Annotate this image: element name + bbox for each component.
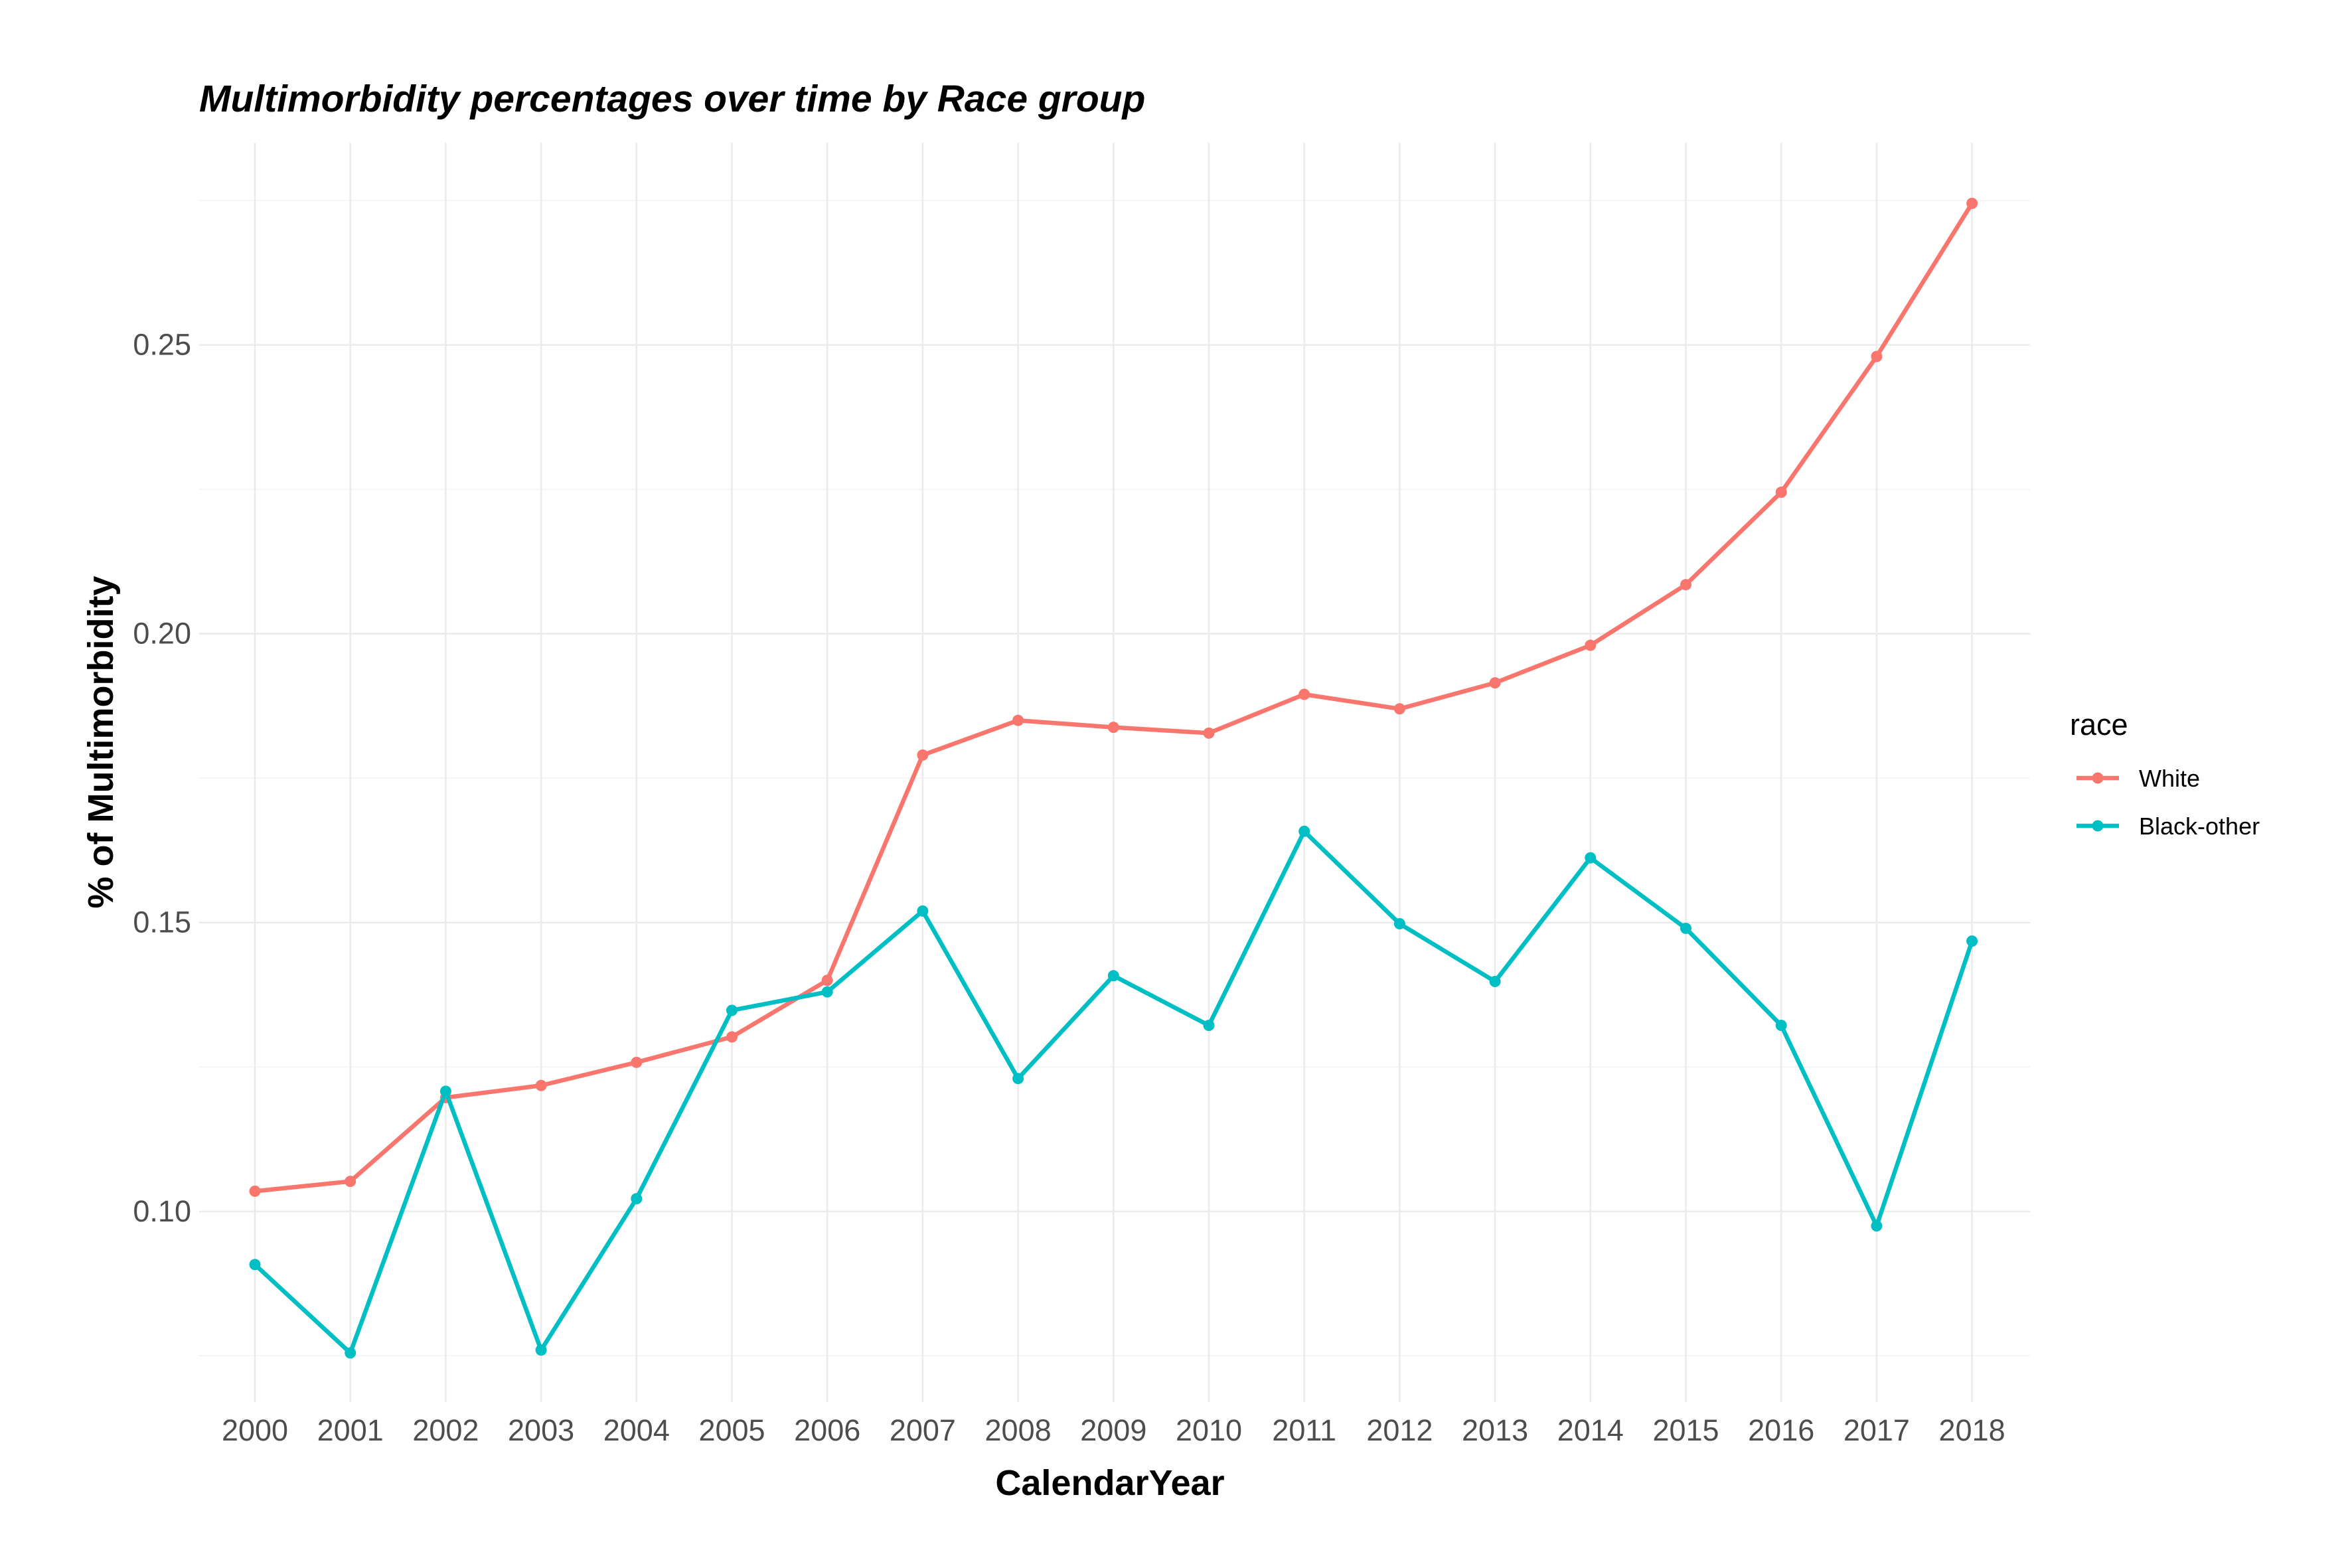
- x-tick-label: 2018: [1939, 1413, 2005, 1447]
- data-point-black-other: [1393, 917, 1405, 929]
- data-point-white: [1680, 579, 1691, 591]
- x-axis-ticks: 2000 2001 2002 2003 2004 2005 2006 2007 2008 2009…: [222, 1413, 2005, 1447]
- data-point-black-other: [1871, 1220, 1883, 1232]
- x-tick-label: 2013: [1462, 1413, 1528, 1447]
- data-point-black-other: [821, 986, 833, 998]
- data-point-white: [1966, 197, 1978, 209]
- legend-label-black-other: Black-other: [2139, 813, 2260, 840]
- x-tick-label: 2003: [508, 1413, 574, 1447]
- x-tick-label: 2009: [1080, 1413, 1146, 1447]
- data-point-white: [1298, 688, 1310, 700]
- data-point-black-other: [1585, 852, 1597, 864]
- legend: race White Black-other: [2070, 708, 2260, 840]
- series-layer: [249, 197, 1978, 1359]
- data-point-white: [1489, 677, 1501, 689]
- data-point-white: [726, 1031, 738, 1043]
- data-point-black-other: [439, 1085, 451, 1097]
- data-point-white: [1585, 639, 1597, 651]
- y-tick-label: 0.15: [133, 905, 191, 939]
- x-axis-title: CalendarYear: [995, 1463, 1224, 1503]
- y-axis-ticks: 0.10 0.15 0.20 0.25: [133, 328, 191, 1228]
- x-tick-label: 2001: [317, 1413, 384, 1447]
- data-point-white: [1203, 727, 1215, 739]
- legend-items: White Black-other: [2077, 765, 2260, 840]
- data-point-white: [535, 1079, 547, 1091]
- x-tick-label: 2014: [1557, 1413, 1624, 1447]
- data-point-white: [345, 1176, 356, 1188]
- x-tick-label: 2012: [1366, 1413, 1433, 1447]
- x-tick-label: 2008: [985, 1413, 1052, 1447]
- legend-key-point-black-other: [2092, 820, 2104, 832]
- x-tick-label: 2004: [603, 1413, 670, 1447]
- x-tick-label: 2010: [1176, 1413, 1242, 1447]
- data-point-white: [1107, 722, 1119, 734]
- data-point-black-other: [1775, 1020, 1787, 1032]
- data-point-black-other: [1107, 970, 1119, 982]
- x-tick-label: 2017: [1843, 1413, 1910, 1447]
- data-point-black-other: [1966, 935, 1978, 947]
- data-point-black-other: [1298, 825, 1310, 837]
- x-tick-label: 2006: [794, 1413, 860, 1447]
- x-tick-label: 2011: [1272, 1413, 1336, 1447]
- data-point-black-other: [1203, 1020, 1215, 1032]
- data-point-black-other: [249, 1259, 261, 1271]
- data-point-white: [1775, 486, 1787, 498]
- x-tick-label: 2005: [698, 1413, 765, 1447]
- y-tick-label: 0.25: [133, 328, 191, 362]
- grid: [199, 143, 2030, 1402]
- data-point-white: [631, 1056, 643, 1068]
- data-point-black-other: [726, 1004, 738, 1016]
- y-tick-label: 0.10: [133, 1194, 191, 1228]
- y-tick-label: 0.20: [133, 617, 191, 651]
- legend-key-point-white: [2092, 772, 2104, 784]
- x-tick-label: 2007: [890, 1413, 956, 1447]
- data-point-white: [1012, 714, 1024, 726]
- legend-label-white: White: [2139, 765, 2200, 792]
- data-point-black-other: [1012, 1073, 1024, 1085]
- data-point-white: [821, 975, 833, 986]
- data-point-white: [249, 1185, 261, 1197]
- data-point-black-other: [631, 1193, 643, 1205]
- data-point-black-other: [1680, 922, 1691, 934]
- chart-title: Multimorbidity percentages over time by …: [199, 78, 1145, 120]
- data-point-white: [917, 749, 929, 761]
- data-point-black-other: [917, 905, 929, 917]
- data-point-white: [1393, 703, 1405, 715]
- data-point-black-other: [535, 1344, 547, 1356]
- x-tick-label: 2000: [222, 1413, 288, 1447]
- x-tick-label: 2015: [1652, 1413, 1719, 1447]
- y-axis-title: % of Multimorbidity: [81, 576, 121, 909]
- data-point-black-other: [345, 1347, 356, 1359]
- x-tick-label: 2002: [412, 1413, 479, 1447]
- legend-title: race: [2070, 708, 2128, 742]
- data-point-black-other: [1489, 976, 1501, 988]
- data-point-white: [1871, 351, 1883, 362]
- x-tick-label: 2016: [1748, 1413, 1814, 1447]
